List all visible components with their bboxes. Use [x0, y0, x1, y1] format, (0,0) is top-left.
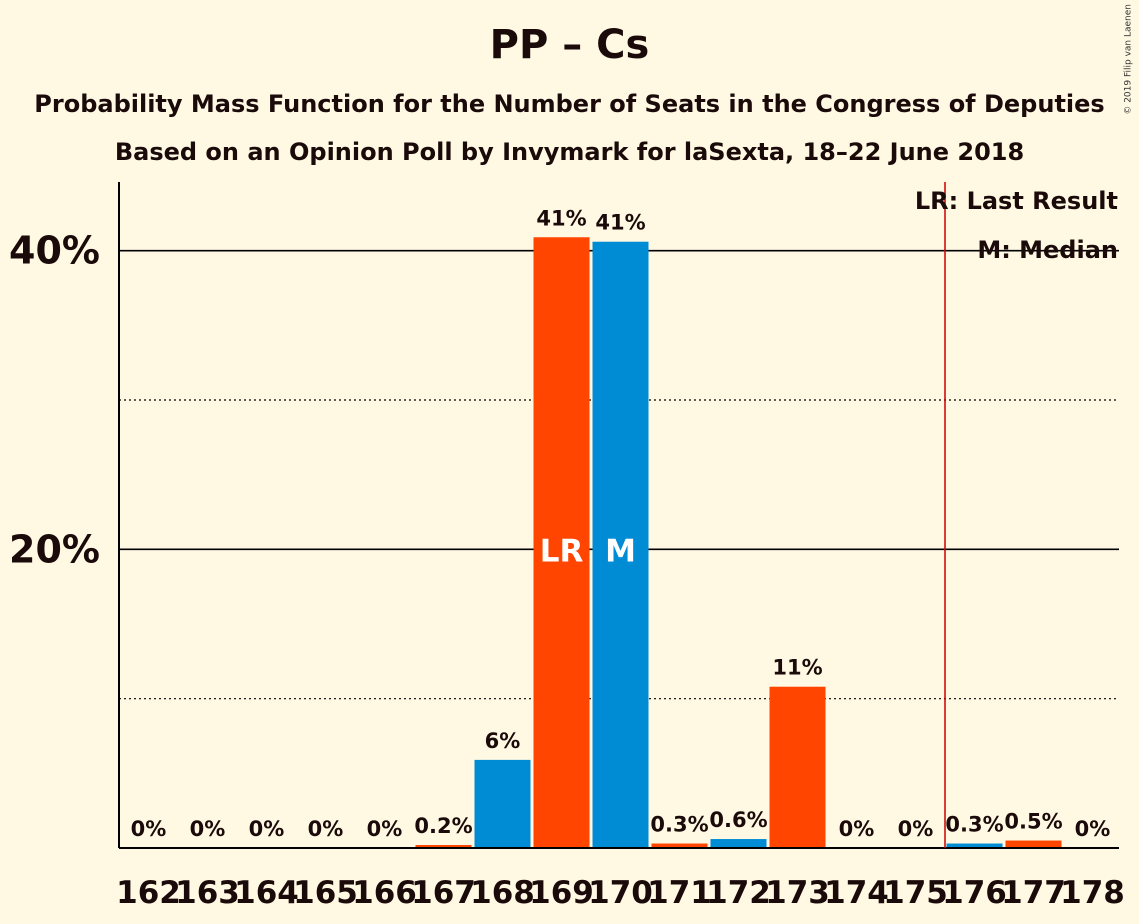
bar-173	[769, 686, 826, 848]
y-tick-label: 40%	[9, 229, 100, 273]
value-label-170: 41%	[595, 211, 645, 235]
x-tick-168: 168	[470, 875, 535, 911]
bar-171	[651, 843, 708, 848]
x-tick-171: 171	[647, 875, 712, 911]
value-label-163: 0%	[190, 817, 226, 841]
value-label-165: 0%	[308, 817, 344, 841]
x-tick-178: 178	[1060, 875, 1125, 911]
x-tick-174: 174	[824, 875, 889, 911]
value-label-173: 11%	[772, 656, 822, 680]
value-label-166: 0%	[367, 817, 403, 841]
bar-177	[1005, 840, 1062, 848]
value-label-162: 0%	[131, 817, 167, 841]
value-label-167: 0.2%	[414, 814, 472, 838]
value-label-177: 0.5%	[1004, 810, 1062, 834]
x-tick-labels: 1621631641651661671681691701711721731741…	[116, 875, 1125, 911]
chart-subtitle-poll: Based on an Opinion Poll by Invymark for…	[114, 138, 1025, 166]
value-label-175: 0%	[898, 817, 934, 841]
x-tick-175: 175	[883, 875, 948, 911]
x-tick-162: 162	[116, 875, 181, 911]
value-label-164: 0%	[249, 817, 285, 841]
x-tick-177: 177	[1001, 875, 1066, 911]
x-tick-172: 172	[706, 875, 771, 911]
x-tick-164: 164	[234, 875, 299, 911]
x-tick-173: 173	[765, 875, 830, 911]
bars	[415, 237, 1062, 849]
x-tick-170: 170	[588, 875, 653, 911]
value-label-178: 0%	[1075, 817, 1111, 841]
y-tick-labels: 20% 40%	[9, 229, 100, 572]
legend-median: M: Median	[977, 236, 1118, 264]
x-tick-169: 169	[529, 875, 594, 911]
last-result-marker: LR	[540, 533, 584, 569]
legend-last-result: LR: Last Result	[915, 187, 1118, 215]
x-tick-163: 163	[175, 875, 240, 911]
x-tick-176: 176	[942, 875, 1007, 911]
x-tick-167: 167	[411, 875, 476, 911]
x-tick-166: 166	[352, 875, 417, 911]
bar-170	[592, 241, 649, 848]
y-tick-label: 20%	[9, 527, 100, 571]
chart-subtitle: Probability Mass Function for the Number…	[34, 90, 1105, 118]
bar-167	[415, 845, 472, 848]
value-label-172: 0.6%	[709, 808, 767, 832]
bar-168	[474, 759, 531, 848]
value-label-176: 0.3%	[945, 813, 1003, 837]
value-label-174: 0%	[839, 817, 875, 841]
value-label-168: 6%	[485, 729, 521, 753]
chart-title: PP – Cs	[489, 22, 650, 68]
value-label-171: 0.3%	[650, 813, 708, 837]
median-marker: M	[605, 533, 636, 569]
bar-176	[946, 843, 1003, 848]
bar-172	[710, 839, 767, 848]
x-tick-165: 165	[293, 875, 358, 911]
value-label-169: 41%	[536, 206, 586, 230]
bar-169	[533, 237, 590, 849]
